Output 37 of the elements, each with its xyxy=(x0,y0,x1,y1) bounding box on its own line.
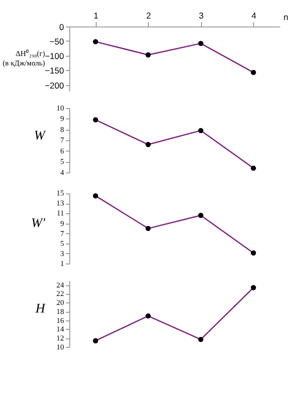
y-tick-label: 16 xyxy=(56,316,64,325)
y-tick-label: 3 xyxy=(60,248,64,258)
y-tick-label: 6 xyxy=(60,146,64,156)
y-tick-label: 7 xyxy=(60,228,64,238)
y-tick-label: 12 xyxy=(56,333,64,342)
y-tick-label: 10 xyxy=(56,342,64,352)
y-tick-label: 10 xyxy=(56,103,64,112)
y-tick-label: 11 xyxy=(56,208,64,218)
y-tick-label: 7 xyxy=(60,136,64,145)
y-tick-label: 15 xyxy=(56,188,64,198)
y-tick-label: 5 xyxy=(60,157,64,166)
y-tick-label: 0 xyxy=(59,22,64,32)
y-tick-label: 8 xyxy=(60,124,64,134)
y-tick-label: 9 xyxy=(60,114,64,124)
y-tick-label: 9 xyxy=(60,218,64,228)
x-tick-label: 2 xyxy=(146,10,152,20)
y-tick-label: −100 xyxy=(44,51,64,62)
y-tick-label: 20 xyxy=(56,298,64,308)
x-tick-label: 4 xyxy=(252,10,257,20)
x-axis-title: n xyxy=(284,12,289,22)
y-tick-label: −50 xyxy=(50,36,64,46)
y-tick-label: 18 xyxy=(56,306,64,316)
y-tick-label: −200 xyxy=(44,80,64,90)
y-axis-title: ΔH⁰₂₉₈(г) (в кДж/моль) xyxy=(2,48,46,68)
y-tick-label: 24 xyxy=(56,280,64,290)
y-tick-label: 4 xyxy=(60,168,64,177)
y-axis-title: W' xyxy=(31,215,46,230)
y-axis-title: W xyxy=(34,127,47,142)
y-tick-label: 22 xyxy=(56,289,64,298)
x-tick-label: 3 xyxy=(198,10,204,20)
y-tick-label: 14 xyxy=(56,324,64,334)
y-tick-label: 5 xyxy=(60,238,64,248)
y-tick-label: 1 xyxy=(60,258,64,268)
x-tick-label: 1 xyxy=(94,10,99,20)
y-tick-label: 13 xyxy=(56,198,64,208)
y-tick-label: −150 xyxy=(44,66,64,76)
y-axis-title: H xyxy=(34,300,46,316)
